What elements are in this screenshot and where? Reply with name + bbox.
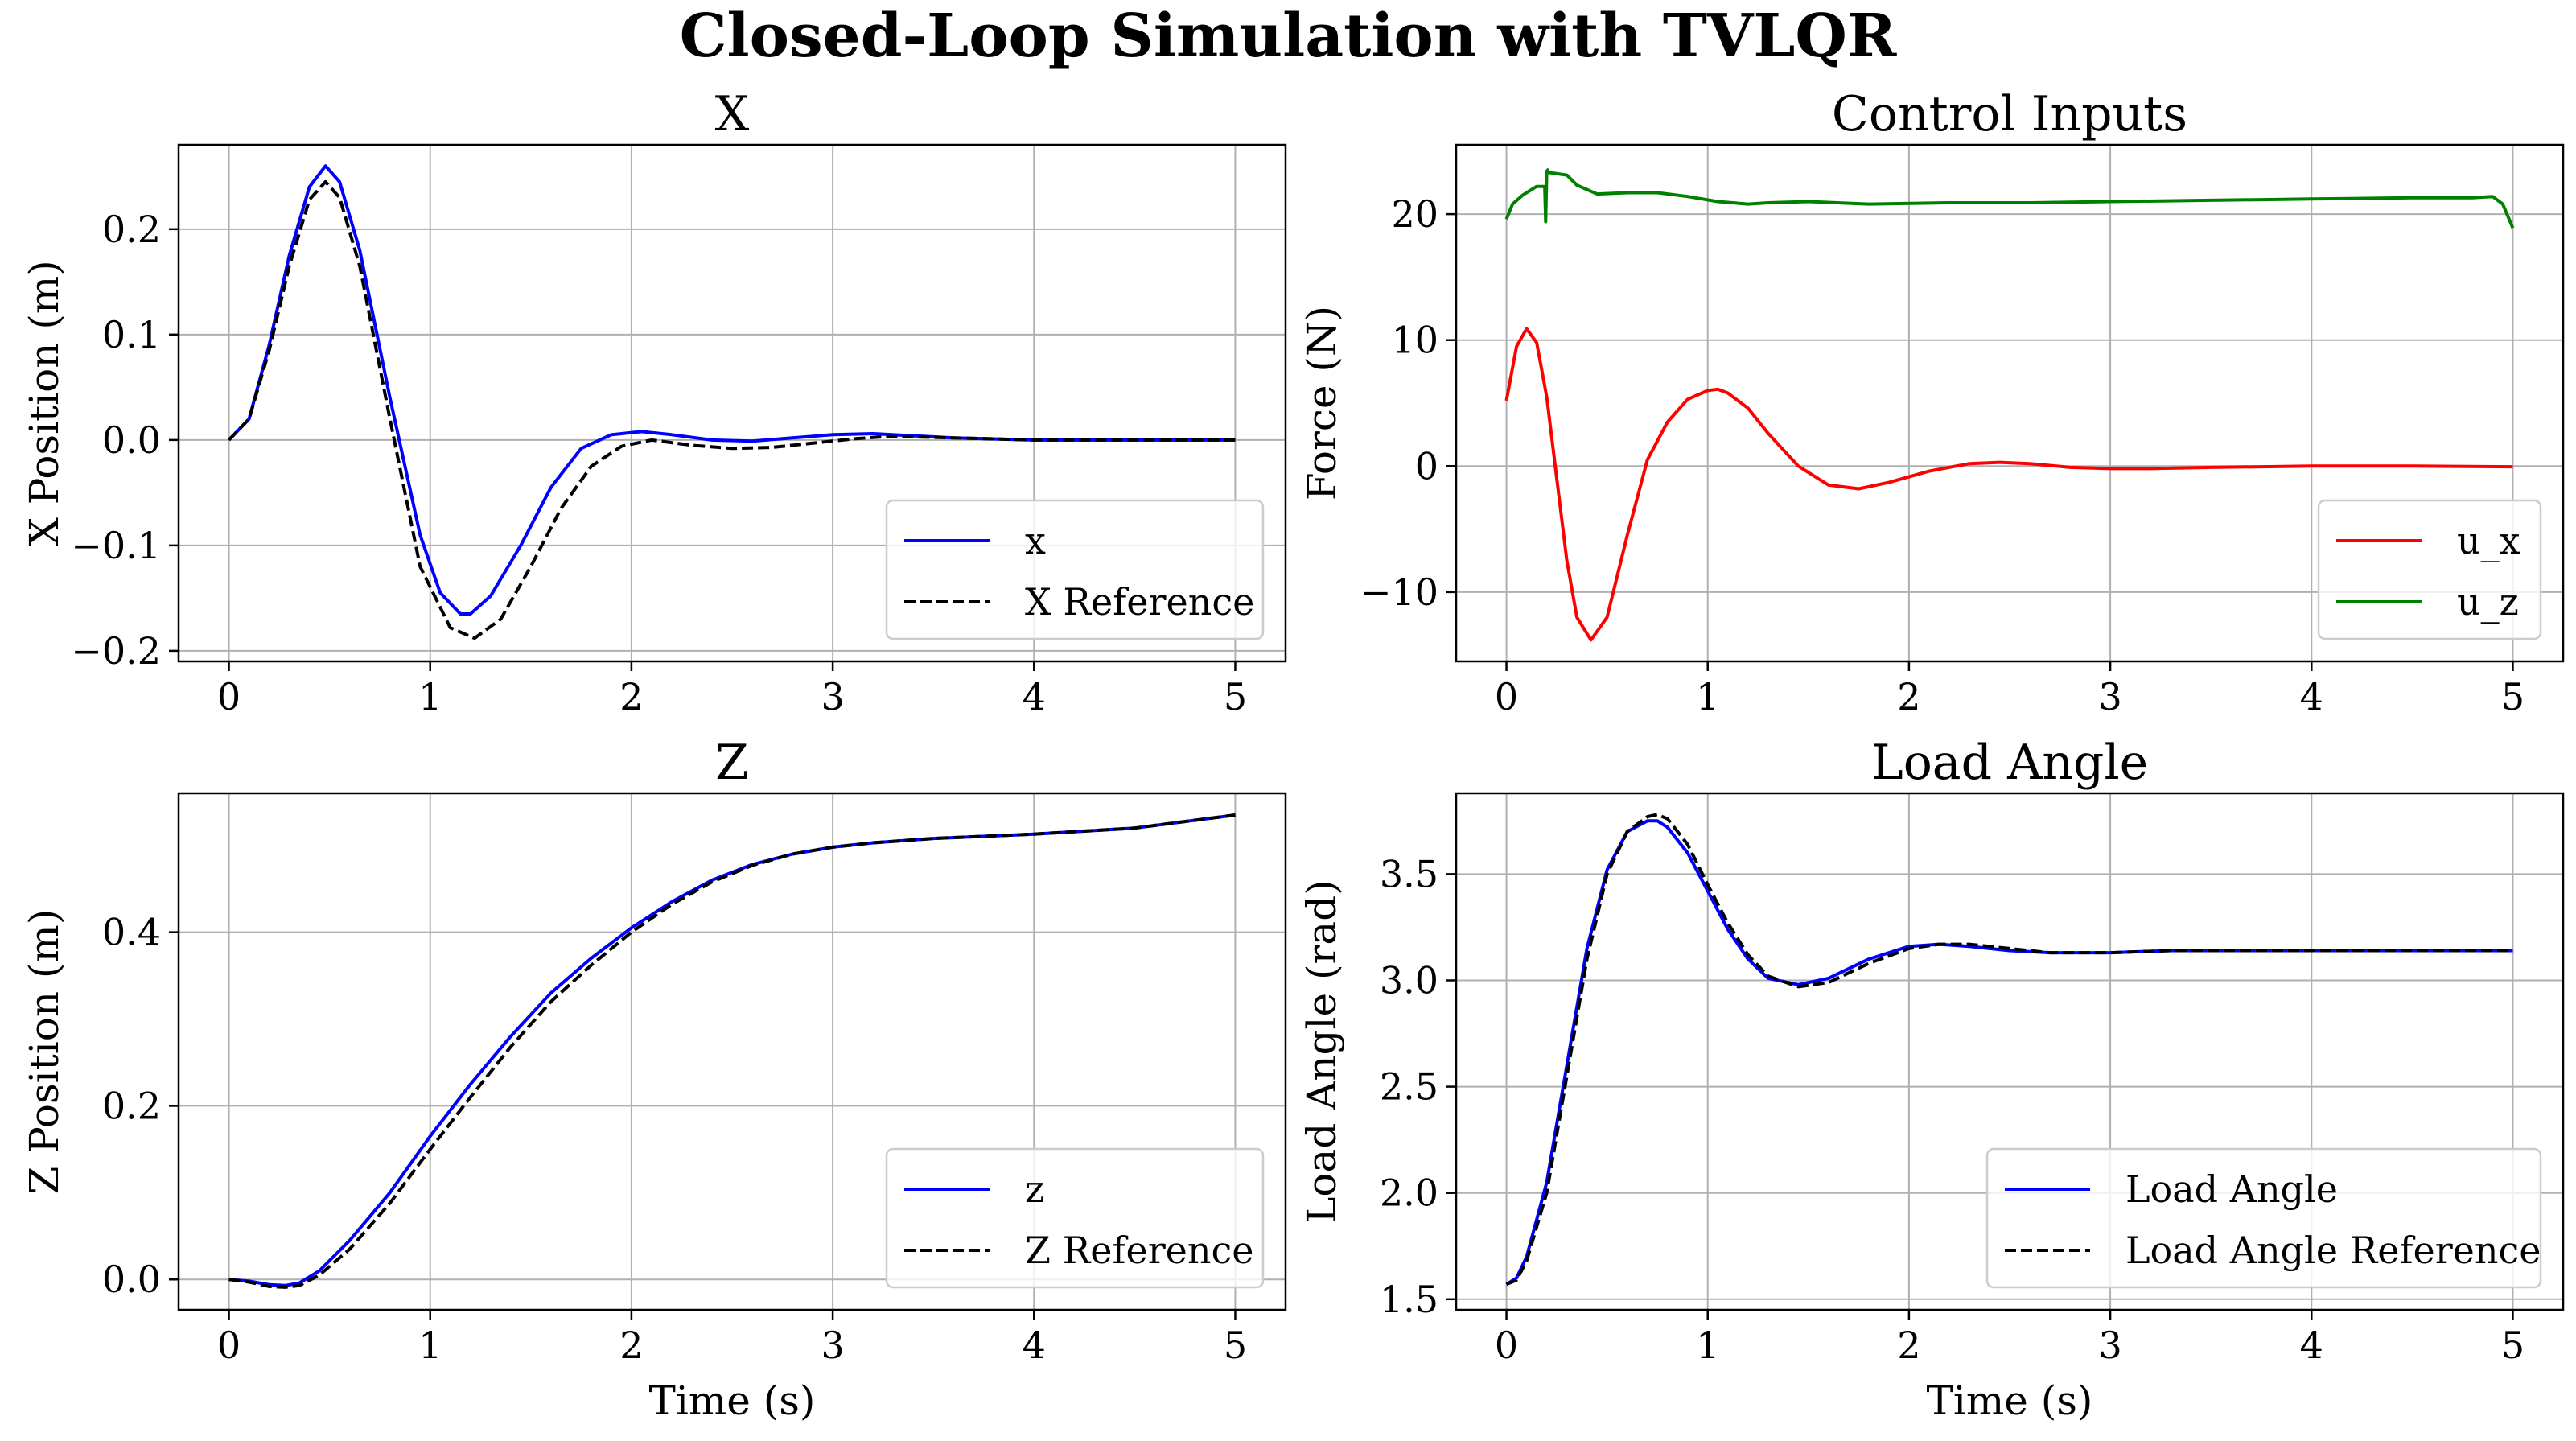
y-tick-label: 3.5 xyxy=(1380,852,1438,895)
x-tick-label: 5 xyxy=(2501,1324,2525,1367)
axes-frame xyxy=(177,143,1287,663)
subplots: 0 1 2 3 4 5 −0.2 −0.1 0.0 0.1 0.2 X X Position (m) xX… xyxy=(21,86,2565,1424)
axes-frame xyxy=(1455,143,2565,663)
y-tick-label: 1.5 xyxy=(1380,1278,1438,1321)
legend: x X Reference xyxy=(885,499,1265,640)
x-tick-label: 1 xyxy=(1696,1324,1719,1367)
subplot-title: Control Inputs xyxy=(1832,86,2187,142)
legend-box xyxy=(885,499,1265,640)
legend-box xyxy=(1985,1147,2542,1289)
y-tick-label: 0.2 xyxy=(102,1084,161,1127)
y-axis-label: Force (N) xyxy=(1298,306,1345,500)
legend-box xyxy=(885,1147,1265,1289)
y-tick-label: 0.0 xyxy=(102,1258,161,1301)
y-axis-label: X Position (m) xyxy=(21,260,68,546)
x-tick-label: 3 xyxy=(2098,675,2121,718)
y-tick-label: −10 xyxy=(1360,570,1438,614)
x-tick-label: 2 xyxy=(1897,675,1920,718)
y-tick-label: 2.0 xyxy=(1380,1171,1438,1215)
subplot-title: Z xyxy=(715,735,749,791)
legend-box xyxy=(2317,499,2542,640)
series-line-2 xyxy=(1505,813,2513,1287)
subplot-title: Load Angle xyxy=(1871,735,2148,791)
legend: u_x u_z xyxy=(2317,499,2542,640)
subplot-title: X xyxy=(715,86,750,142)
x-tick-label: 5 xyxy=(1224,675,1247,718)
x-tick-label: 2 xyxy=(1897,1324,1920,1367)
legend: Load Angle Load Angle Reference xyxy=(1985,1147,2542,1289)
x-tick-label: 4 xyxy=(2300,675,2323,718)
x-axis-label: Time (s) xyxy=(649,1377,816,1424)
x-tick-label: 5 xyxy=(1224,1324,1247,1367)
legend-entry: x xyxy=(1025,519,1046,562)
x-tick-label: 4 xyxy=(1023,675,1046,718)
legend: z Z Reference xyxy=(885,1147,1265,1289)
legend-entry: u_x xyxy=(2457,519,2520,562)
figure-title: Closed-Loop Simulation with TVLQR xyxy=(680,2,1897,71)
legend-entry: X Reference xyxy=(1025,580,1254,624)
x-tick-label: 2 xyxy=(619,675,643,718)
y-tick-label: 2.5 xyxy=(1380,1065,1438,1109)
x-tick-label: 0 xyxy=(1495,675,1518,718)
y-axis-label: Load Angle (rad) xyxy=(1298,879,1345,1224)
x-tick-label: 1 xyxy=(418,1324,442,1367)
x-tick-label: 1 xyxy=(1696,675,1719,718)
x-tick-label: 0 xyxy=(217,675,241,718)
y-tick-label: −0.1 xyxy=(71,524,161,567)
x-tick-label: 4 xyxy=(1023,1324,1046,1367)
y-tick-label: 0 xyxy=(1415,444,1438,488)
y-tick-label: 0.1 xyxy=(102,313,161,356)
x-tick-label: 0 xyxy=(217,1324,241,1367)
y-axis-label: Z Position (m) xyxy=(21,909,68,1195)
legend-entry: Load Angle Reference xyxy=(2125,1229,2541,1272)
subplot-1: 0 1 2 3 4 5 −0.2 −0.1 0.0 0.1 0.2 X X Position (m) xX… xyxy=(21,86,1287,718)
series-line-2 xyxy=(1504,168,2515,229)
y-tick-label: 0.0 xyxy=(102,418,161,462)
x-tick-label: 3 xyxy=(2098,1324,2121,1367)
y-tick-label: 10 xyxy=(1391,319,1438,362)
legend-entry: Load Angle xyxy=(2125,1167,2338,1211)
legend-entry: u_z xyxy=(2457,580,2519,624)
axes-frame xyxy=(177,792,1287,1311)
y-tick-label: −0.2 xyxy=(71,629,161,673)
series-line-2 xyxy=(228,813,1236,1289)
legend-entry: z xyxy=(1025,1167,1044,1211)
legend-entry: Z Reference xyxy=(1025,1229,1254,1272)
axes-frame xyxy=(1455,792,2565,1311)
x-axis-label: Time (s) xyxy=(1927,1377,2093,1424)
x-tick-label: 1 xyxy=(418,675,442,718)
x-tick-label: 3 xyxy=(821,1324,844,1367)
series-line-1 xyxy=(1504,327,2513,642)
x-tick-label: 2 xyxy=(619,1324,643,1367)
subplot-2: 0 1 2 3 4 5 −10 0 10 20 Control Inputs Force (N) u_x… xyxy=(1298,86,2565,718)
x-tick-label: 4 xyxy=(2300,1324,2323,1367)
series-line-2 xyxy=(228,179,1236,640)
x-tick-label: 3 xyxy=(821,675,844,718)
x-tick-label: 5 xyxy=(2501,675,2525,718)
y-tick-label: 0.4 xyxy=(102,911,161,954)
subplot-3: 0 1 2 3 4 5 0.0 0.2 0.4 Z Z Position (m) Time (s) zZ… xyxy=(21,735,1287,1424)
y-tick-label: 3.0 xyxy=(1380,958,1438,1002)
y-tick-label: 20 xyxy=(1391,192,1438,236)
x-tick-label: 0 xyxy=(1495,1324,1518,1367)
y-tick-label: 0.2 xyxy=(102,208,161,251)
